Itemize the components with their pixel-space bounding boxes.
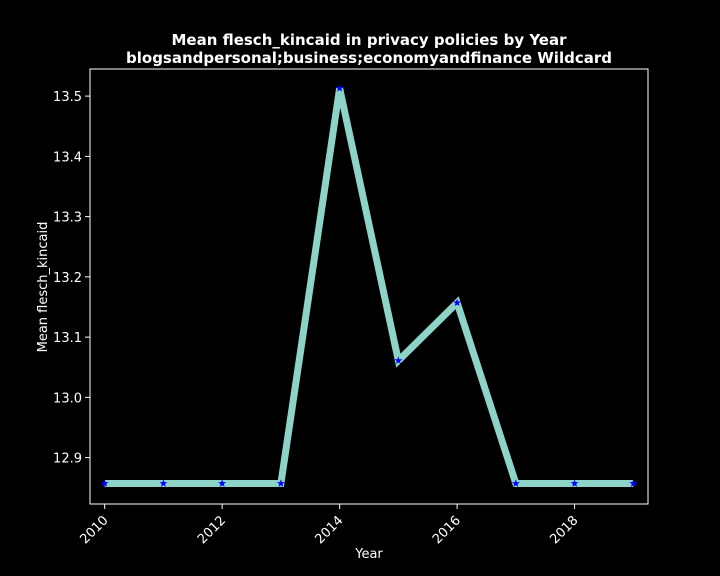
y-tick-label: 12.9 (53, 452, 82, 467)
data-point-marker (100, 479, 109, 487)
chart-title: Mean flesch_kincaid in privacy policies … (171, 31, 567, 49)
y-tick-label: 13.3 (53, 211, 82, 226)
data-point-marker (394, 356, 403, 364)
series-line (104, 87, 634, 488)
y-axis-label: Mean flesch_kincaid (36, 222, 51, 353)
data-point-marker (511, 479, 520, 487)
y-tick-label: 13.0 (53, 391, 82, 406)
x-axis-label: Year (354, 547, 383, 562)
data-point-marker (218, 479, 227, 487)
plot-area-frame (89, 68, 649, 505)
data-point-marker (276, 479, 285, 487)
y-tick-label: 13.5 (53, 90, 82, 105)
y-tick-label: 13.2 (53, 271, 82, 286)
data-point-marker (159, 479, 168, 487)
data-point-marker (335, 84, 344, 92)
y-axis-ticks: 12.9 13.0 13.1 13.2 13.3 13.4 13.5 (53, 90, 90, 467)
data-point-marker (570, 479, 579, 487)
y-tick-label: 13.4 (53, 150, 82, 165)
chart-subtitle: blogsandpersonal;business;economyandfina… (126, 49, 612, 67)
data-point-marker (629, 479, 638, 487)
series-layer (100, 84, 638, 488)
data-point-marker (453, 298, 462, 307)
y-tick-label: 13.1 (53, 331, 82, 346)
